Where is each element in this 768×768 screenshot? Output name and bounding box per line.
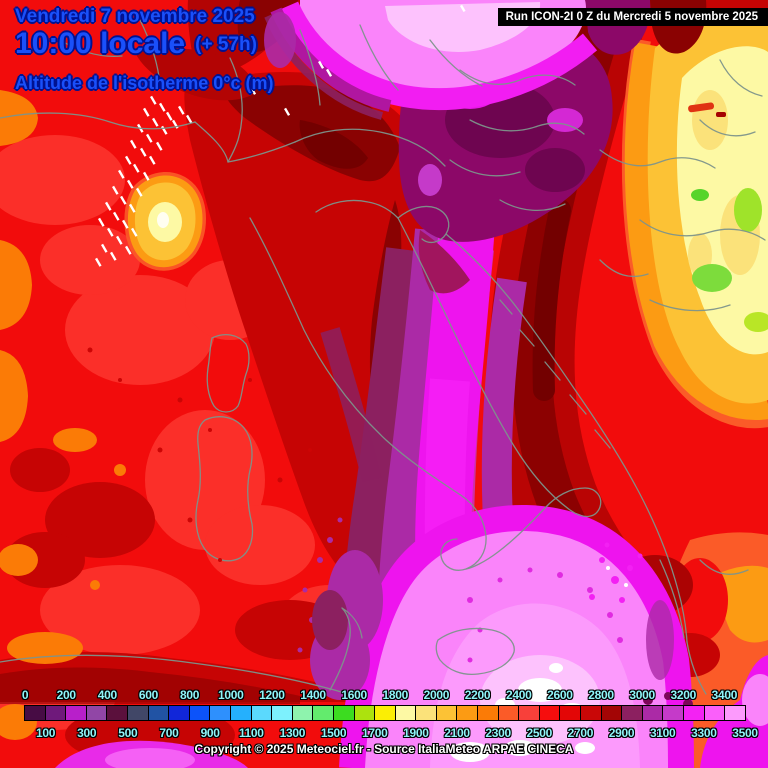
scale-label-0: 0: [21, 688, 29, 702]
scale-label-2900: 2900: [608, 726, 635, 740]
scale-swatch-1700: [374, 706, 395, 720]
map-noise-dots: [87, 347, 312, 562]
scale-swatch-1200: [271, 706, 292, 720]
scale-swatch-1800: [394, 706, 416, 720]
scale-swatch-2700: [580, 706, 601, 720]
scale-label-2700: 2700: [567, 726, 594, 740]
scale-label-1500: 1500: [320, 726, 347, 740]
scale-label-600: 600: [138, 688, 158, 702]
scale-swatch-100: [44, 706, 66, 720]
scale-swatch-3400: [724, 706, 745, 720]
forecast-time-local: 10:00 locale: [15, 27, 186, 60]
scale-label-1300: 1300: [279, 726, 306, 740]
scale-swatch-2200: [477, 706, 498, 720]
scale-swatch-1400: [312, 706, 333, 720]
scale-label-2400: 2400: [505, 688, 532, 702]
scale-label-700: 700: [159, 726, 179, 740]
scale-label-1100: 1100: [238, 726, 264, 740]
scale-label-3500: 3500: [732, 726, 758, 740]
scale-label-2200: 2200: [464, 688, 491, 702]
header: Vendredi 7 novembre 2025 10:00 locale (+ …: [15, 6, 274, 94]
scale-label-2800: 2800: [588, 688, 614, 702]
forecast-date: Vendredi 7 novembre 2025: [15, 6, 255, 27]
scale-swatch-2900: [621, 706, 642, 720]
scale-label-300: 300: [77, 726, 97, 740]
scale-swatch-300: [85, 706, 107, 720]
scale-label-3200: 3200: [670, 688, 697, 702]
map-parameter-title: Altitude de l'isotherme 0°c (m): [15, 73, 274, 93]
scale-swatch-1300: [291, 706, 313, 720]
snow-hatch-marks: [95, 4, 466, 267]
scale-label-400: 400: [97, 688, 117, 702]
scale-label-100: 100: [36, 726, 56, 740]
forecast-time: 10:00 locale (+ 57h): [15, 28, 274, 61]
scale-swatch-1600: [353, 706, 375, 720]
scale-label-2300: 2300: [485, 726, 511, 740]
scale-label-3400: 3400: [711, 688, 738, 702]
scale-swatch-1000: [229, 706, 251, 720]
scale-label-2500: 2500: [526, 726, 553, 740]
forecast-hour-offset: (+ 57h): [195, 34, 257, 55]
scale-label-2100: 2100: [444, 726, 470, 740]
scale-swatch-0: [25, 706, 45, 720]
scale-label-1800: 1800: [382, 688, 409, 702]
scale-swatch-2400: [518, 706, 539, 720]
scale-swatch-2600: [559, 706, 581, 720]
scale-label-2600: 2600: [547, 688, 573, 702]
scale-swatch-200: [65, 706, 86, 720]
scale-label-3300: 3300: [691, 726, 717, 740]
scale-label-800: 800: [180, 688, 200, 702]
scale-label-3100: 3100: [649, 726, 676, 740]
scale-label-3000: 3000: [629, 688, 655, 702]
model-run-info: Run ICON-2I 0 Z du Mercredi 5 novembre 2…: [497, 8, 768, 26]
scale-swatch-3300: [703, 706, 725, 720]
scale-swatch-800: [188, 706, 210, 720]
scale-label-2000: 2000: [423, 688, 450, 702]
scale-color-bar: [24, 705, 746, 721]
scale-swatch-900: [209, 706, 230, 720]
scale-label-1600: 1600: [341, 688, 367, 702]
scale-swatch-2500: [538, 706, 560, 720]
color-scale-legend: 0 200 400 600 800 1000 1200 1400 1600 1800 2000 220…: [0, 688, 768, 768]
copyright-text: Copyright © 2025 Meteociel.fr - Source I…: [194, 742, 574, 756]
scale-labels-top: 0 200 400 600 800 1000 1200 1400 1600 1800 2000 220…: [0, 688, 768, 703]
scale-swatch-1900: [415, 706, 436, 720]
scale-swatch-400: [106, 706, 127, 720]
scale-swatch-1100: [250, 706, 272, 720]
scale-swatch-500: [126, 706, 148, 720]
scale-label-500: 500: [118, 726, 138, 740]
scale-labels-bottom: 100 300 500 700 900 1100 1300 1500 1700 1900 2100 2…: [0, 726, 768, 741]
bright-magenta-specks: [589, 542, 643, 603]
magenta-speckles: [467, 567, 623, 663]
scale-swatch-2100: [456, 706, 478, 720]
scale-swatch-600: [147, 706, 169, 720]
scale-label-1200: 1200: [259, 688, 285, 702]
scale-label-200: 200: [56, 688, 76, 702]
scale-label-1400: 1400: [300, 688, 326, 702]
scale-swatch-1500: [332, 706, 354, 720]
map-boundary-lines: [0, 19, 766, 697]
scale-label-1700: 1700: [361, 726, 388, 740]
scale-swatch-2300: [497, 706, 519, 720]
scale-swatch-3200: [683, 706, 704, 720]
scale-swatch-3000: [641, 706, 663, 720]
scale-swatch-2800: [600, 706, 622, 720]
scale-swatch-2000: [435, 706, 457, 720]
scale-swatch-3100: [662, 706, 683, 720]
scale-label-1900: 1900: [403, 726, 429, 740]
scale-label-900: 900: [200, 726, 220, 740]
scale-label-1000: 1000: [217, 688, 244, 702]
map-alps-patch: [124, 171, 206, 271]
scale-swatch-700: [168, 706, 189, 720]
map-balkan-yellow-region: [621, 15, 768, 429]
